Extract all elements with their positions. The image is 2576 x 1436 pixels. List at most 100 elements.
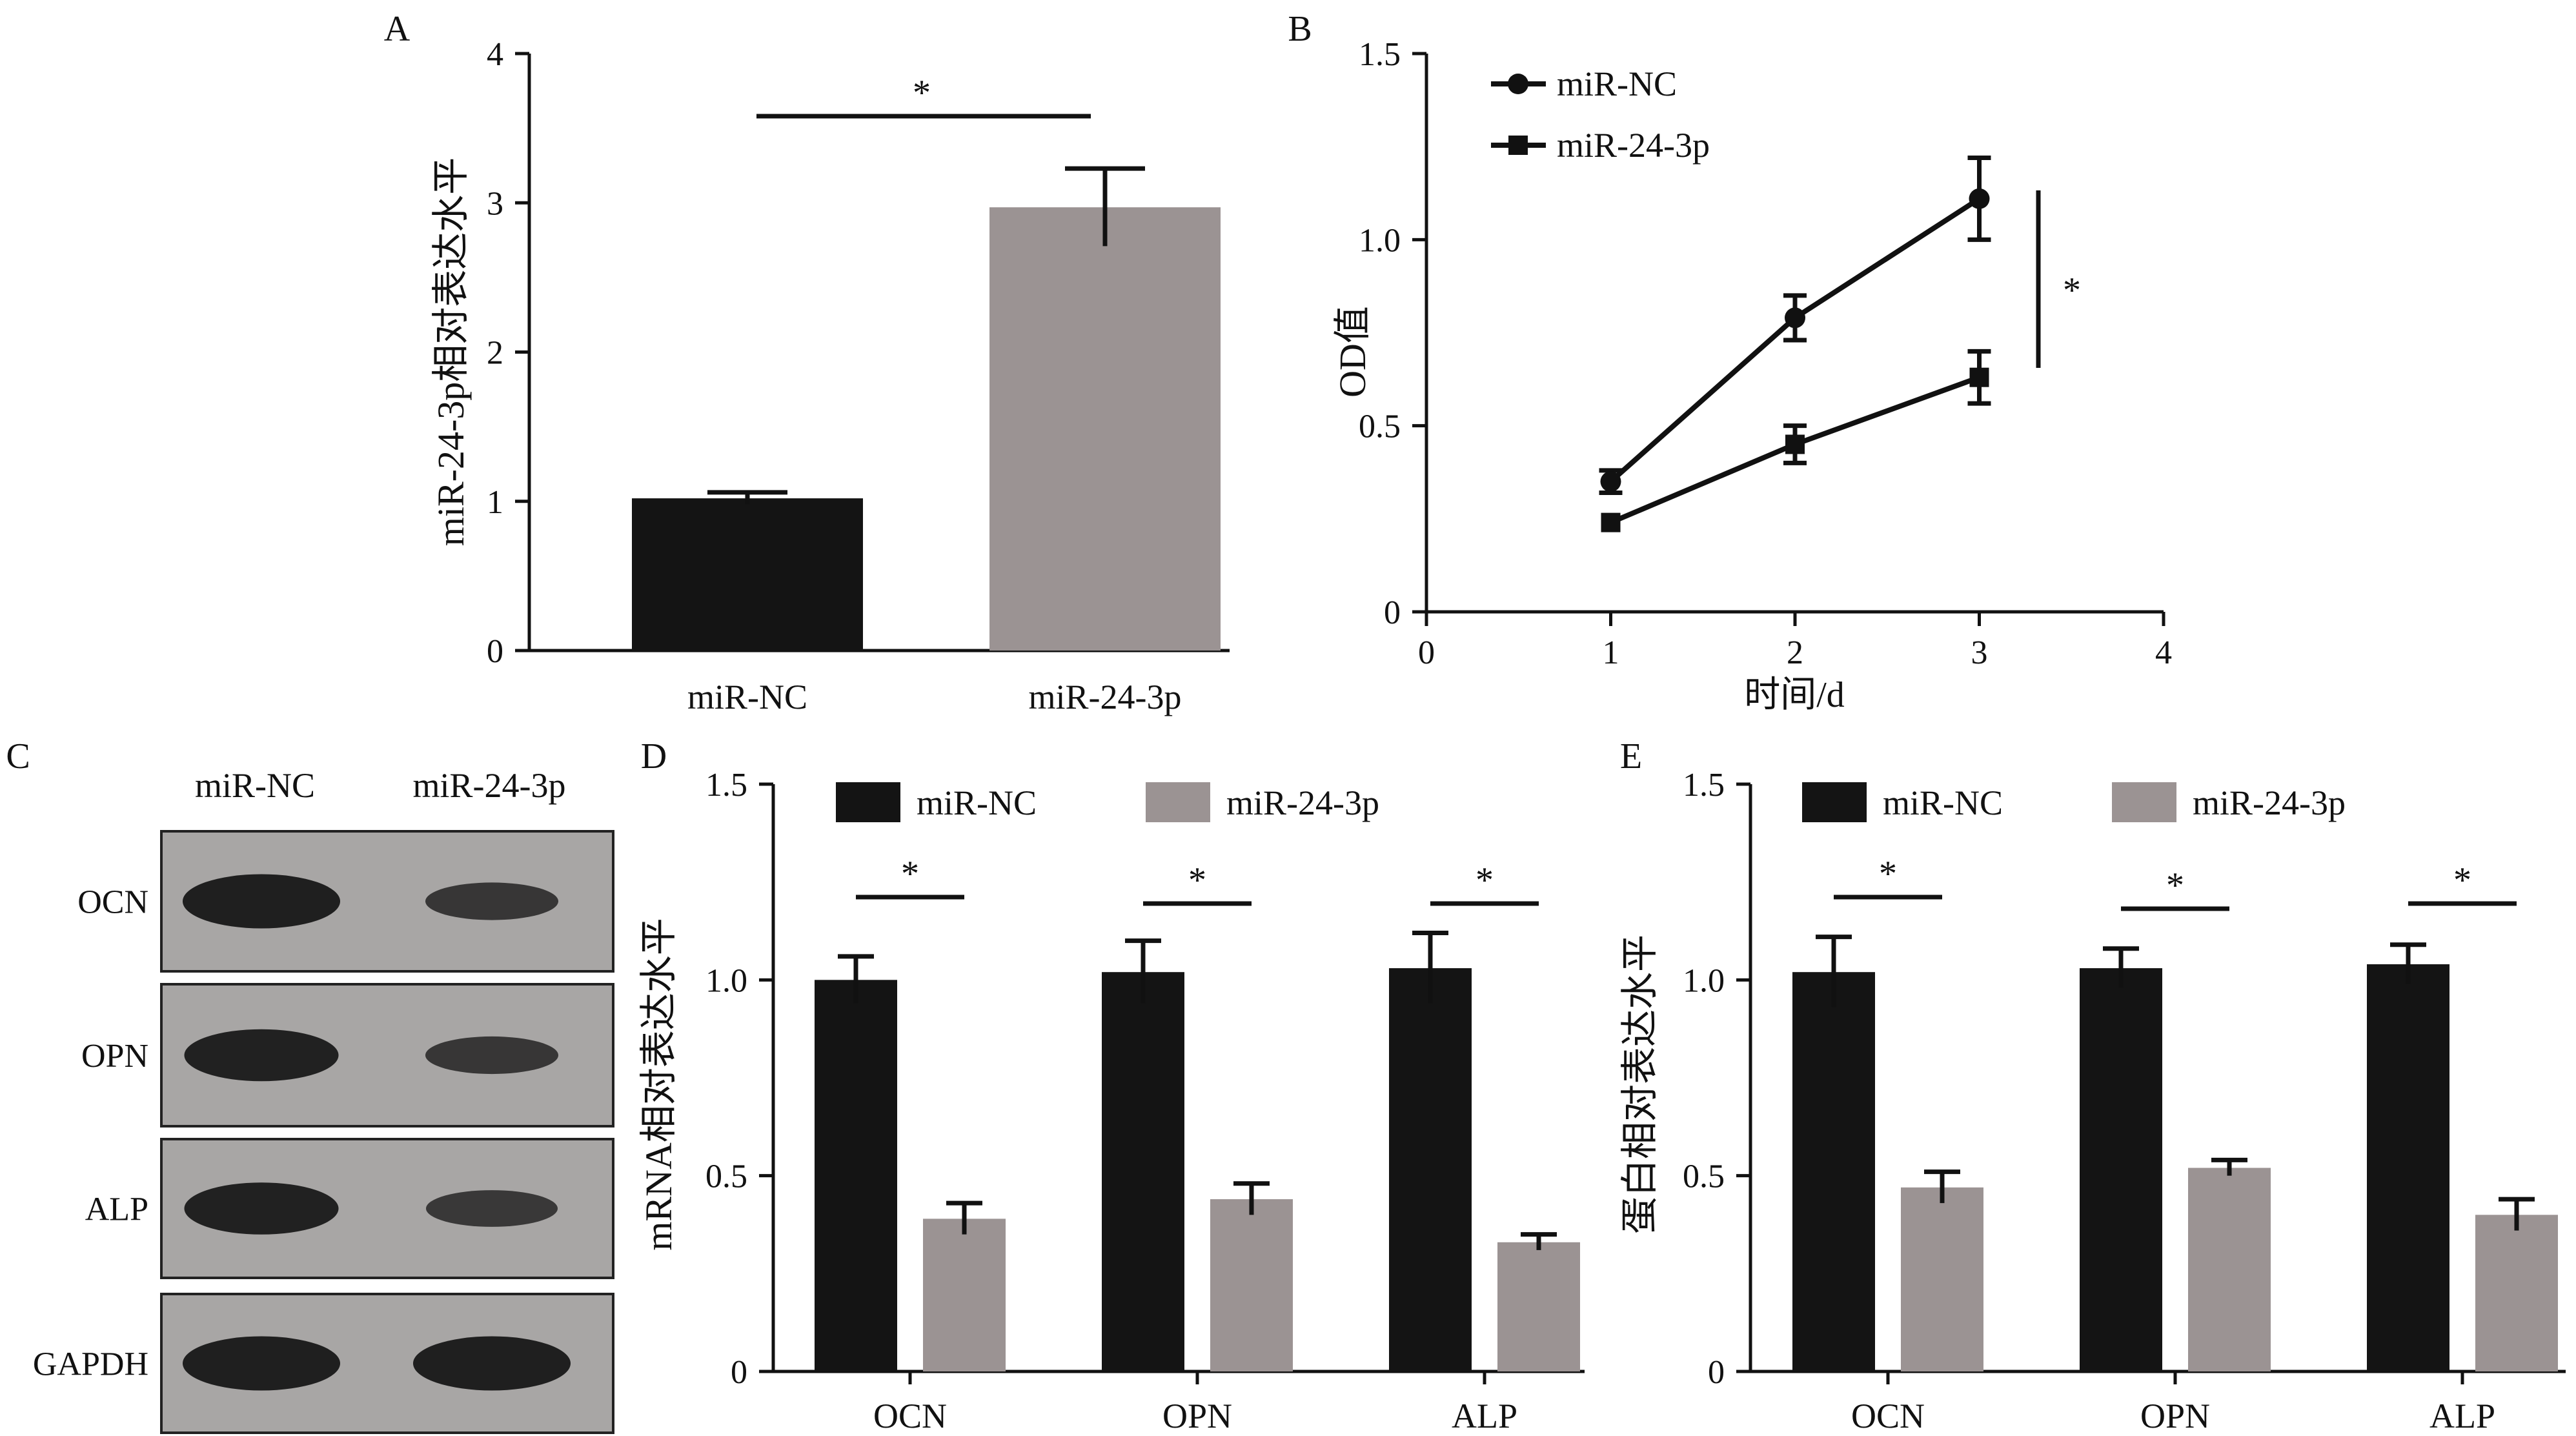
legend-swatch-mir-24-3p — [1146, 782, 1210, 822]
x-tick-label: 0 — [1418, 634, 1435, 671]
error-bar — [1412, 931, 1448, 1004]
x-tick-label: ALP — [1452, 1397, 1517, 1435]
error-bar — [2390, 942, 2426, 984]
bar-mir-nc — [1102, 972, 1184, 1371]
group-alp: * — [2367, 860, 2558, 1371]
x-tick-label: miR-NC — [687, 678, 807, 716]
panel-letter: B — [1288, 9, 1312, 49]
y-tick-label: 1 — [487, 484, 503, 521]
blot-row-alp — [160, 1138, 614, 1279]
error-bar — [707, 490, 787, 505]
bar-mir-nc — [1792, 972, 1875, 1371]
x-axis-label: 时间/d — [1744, 675, 1845, 715]
band — [426, 1190, 558, 1227]
legend: miR-NC miR-24-3p — [1802, 782, 2346, 822]
y-tick-label: 0 — [731, 1354, 747, 1391]
lane-label: miR-24-3p — [413, 766, 566, 805]
y-tick-label: 1.5 — [1359, 36, 1401, 73]
row-label: ALP — [85, 1191, 148, 1228]
data-point — [1601, 512, 1621, 532]
panel-letter: C — [6, 736, 30, 776]
y-tick-label: 0.5 — [705, 1158, 747, 1195]
significance-star: * — [2166, 865, 2184, 905]
group-ocn: * — [815, 854, 1006, 1371]
y-tick-label: 0 — [487, 633, 503, 670]
legend-swatch-mir-24-3p — [2112, 782, 2176, 822]
error-bar — [838, 954, 874, 1004]
legend-swatch-mir-nc — [1802, 782, 1867, 822]
legend-label: miR-NC — [1883, 784, 2003, 822]
legend-label: miR-24-3p — [2193, 784, 2346, 822]
bar-mir-24-3p — [1901, 1187, 1983, 1371]
series-mir-24-3p — [1601, 349, 1991, 532]
panel-b: B 0 0.5 1.0 1.5 0 1 2 3 4 miR-NC miR-24-3p * 时间/d OD值 — [1288, 9, 2172, 715]
bar-mir-24-3p — [2475, 1215, 2558, 1371]
group-opn: * — [1102, 860, 1293, 1371]
panel-letter: D — [641, 736, 667, 776]
legend-label: miR-24-3p — [1226, 784, 1379, 822]
x-tick-label: 2 — [1787, 634, 1803, 671]
y-tick-label: 0 — [1708, 1354, 1725, 1391]
significance-star: * — [1476, 860, 1494, 900]
y-tick-label: 2 — [487, 335, 503, 372]
band — [183, 1336, 340, 1391]
x-tick-label: 4 — [2155, 634, 2172, 671]
legend: miR-NC miR-24-3p — [1491, 65, 1710, 165]
bar-mir-nc — [1389, 968, 1472, 1371]
x-tick-label: OPN — [2140, 1397, 2210, 1435]
y-tick-label: 0.5 — [1683, 1158, 1725, 1195]
error-bar — [1924, 1169, 1960, 1204]
y-tick-label: 0 — [1384, 594, 1401, 631]
y-tick-label: 1.0 — [1683, 962, 1725, 999]
y-tick-label: 1.5 — [1683, 767, 1725, 804]
legend-swatch-mir-nc — [836, 782, 900, 822]
bar-mir-24-3p — [923, 1219, 1006, 1371]
lane-label: miR-NC — [195, 766, 315, 805]
group-ocn: * — [1792, 854, 1983, 1371]
x-tick-label: OCN — [873, 1397, 947, 1435]
significance-star: * — [2063, 270, 2081, 310]
y-tick-label: 1.0 — [1359, 222, 1401, 259]
y-tick-label: 1.0 — [705, 962, 747, 999]
y-tick-label: 3 — [487, 185, 503, 222]
x-tick-label: OCN — [1851, 1397, 1925, 1435]
error-bar — [1521, 1232, 1557, 1250]
bar-mir-24-3p — [989, 207, 1221, 651]
blot-row-opn — [160, 983, 614, 1128]
panel-a: A 0 1 2 3 4 miR-NC miR-24-3p * miR-24-3p相对表达水平 — [384, 9, 1230, 716]
significance-star: * — [901, 854, 919, 894]
y-axis-label: miR-24-3p相对表达水平 — [430, 157, 472, 547]
data-point — [1785, 434, 1805, 454]
group-alp: * — [1389, 860, 1580, 1371]
bar-mir-nc — [2080, 968, 2162, 1371]
band — [184, 1029, 339, 1082]
significance-star: * — [1879, 854, 1897, 894]
error-bar — [946, 1200, 982, 1235]
error-bar — [1816, 935, 1852, 1007]
error-bar — [2211, 1157, 2247, 1176]
panel-letter: E — [1620, 736, 1642, 776]
data-point — [1785, 307, 1805, 329]
x-tick-label: ALP — [2429, 1397, 2495, 1435]
band — [425, 882, 558, 920]
legend: miR-NC miR-24-3p — [836, 782, 1379, 822]
y-tick-label: 1.5 — [705, 767, 747, 804]
legend-label: miR-NC — [917, 784, 1037, 822]
row-label: GAPDH — [33, 1346, 148, 1383]
y-axis-label: OD值 — [1332, 306, 1374, 398]
group-opn: * — [2080, 865, 2271, 1371]
data-point — [1969, 188, 1990, 209]
band — [425, 1036, 558, 1075]
x-tick-label: 3 — [1971, 634, 1988, 671]
panel-e: E 0 0.5 1.0 1.5 * OCN * OPN * ALP miR-NC miR-24-3p 蛋白… — [1619, 736, 2566, 1435]
blot-row-ocn — [160, 830, 614, 973]
panel-d: D 0 0.5 1.0 1.5 * OCN * OPN * ALP miR-NC miR-24-3p mR… — [638, 736, 1585, 1435]
bar-mir-nc — [632, 498, 863, 651]
bar-mir-24-3p — [1497, 1242, 1580, 1371]
significance-star: * — [2453, 860, 2471, 900]
series-mir-nc — [1599, 155, 1991, 495]
legend-marker — [1508, 74, 1528, 94]
y-axis-label: 蛋白相对表达水平 — [1619, 935, 1661, 1234]
